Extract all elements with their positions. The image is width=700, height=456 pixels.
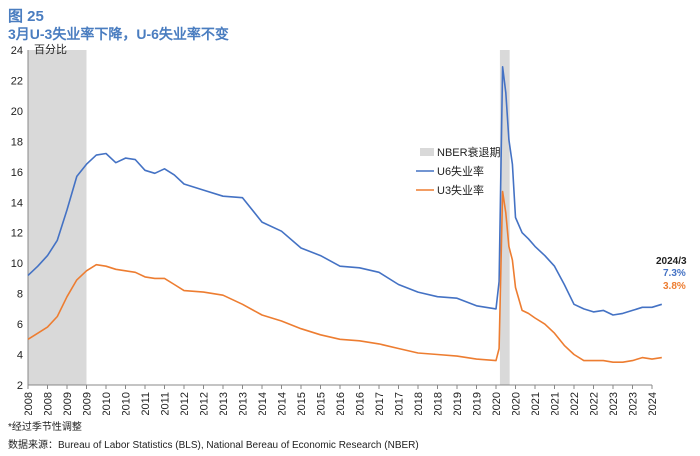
- figure-title: 3月U-3失业率下降，U-6失业率不变: [8, 26, 229, 42]
- x-tick-label: 2021: [530, 392, 542, 415]
- x-tick-label: 2012: [199, 392, 211, 415]
- series-layer: [27, 66, 663, 364]
- x-tick-label: 2017: [394, 392, 406, 415]
- x-tick-label: 2011: [140, 392, 152, 415]
- x-tick-label: 2013: [218, 392, 230, 415]
- x-tick-label: 2014: [277, 392, 289, 415]
- x-tick-label: 2011: [160, 392, 172, 415]
- recession-band-1: [499, 50, 510, 385]
- footnote: *经过季节性调整: [8, 422, 82, 433]
- y-tick-label: 4: [17, 350, 23, 362]
- x-tick-label: 2016: [355, 392, 367, 415]
- legend-swatch-recession: [420, 148, 434, 156]
- x-tick-label: 2022: [569, 392, 581, 415]
- annotation-date: 2024/3: [656, 256, 687, 267]
- y-tick-label: 2: [17, 380, 23, 392]
- x-tick-label: 2019: [472, 392, 484, 415]
- x-tick-label: 2020: [491, 392, 503, 415]
- annotation-u6-value: 7.3%: [663, 268, 686, 279]
- recession-band-0: [28, 50, 87, 385]
- annotation-u3-value: 3.8%: [663, 281, 686, 292]
- x-tick-label: 2020: [511, 392, 523, 415]
- x-tick-label: 2017: [374, 392, 386, 415]
- x-tick-label: 2019: [452, 392, 464, 415]
- x-tick-label: 2013: [238, 392, 250, 415]
- y-tick-label: 16: [11, 167, 23, 179]
- legend-label-u6: U6失业率: [437, 164, 484, 178]
- x-tick-label: 2015: [296, 392, 308, 415]
- x-tick-label: 2023: [608, 392, 620, 415]
- x-tick-label: 2009: [82, 392, 94, 415]
- series-line-u6: [27, 66, 663, 316]
- y-tick-label: 10: [11, 258, 23, 270]
- legend-label-recession: NBER衰退期: [437, 145, 501, 159]
- y-axis-label: 百分比: [34, 43, 67, 56]
- source-note: 数据来源：Bureau of Labor Statistics (BLS), N…: [8, 440, 419, 451]
- x-tick-label: 2022: [589, 392, 601, 415]
- y-tick-label: 6: [17, 319, 23, 331]
- x-tick-label: 2018: [433, 392, 445, 415]
- x-tick-label: 2008: [43, 392, 55, 415]
- y-tick-label: 18: [11, 136, 23, 148]
- x-tick-label: 2010: [101, 392, 113, 415]
- x-tick-label: 2014: [257, 392, 269, 415]
- legend: NBER衰退期 U6失业率 U3失业率: [416, 145, 501, 197]
- y-tick-label: 22: [11, 75, 23, 87]
- x-tick-label: 2024: [647, 392, 659, 415]
- x-tick-label: 2010: [121, 392, 133, 415]
- figure-number: 图 25: [8, 8, 44, 25]
- x-tick-label: 2015: [316, 392, 328, 415]
- x-tick-label: 2023: [628, 392, 640, 415]
- y-tick-label: 14: [11, 197, 23, 209]
- x-tick-label: 2021: [550, 392, 562, 415]
- axes-layer: [27, 50, 653, 389]
- y-tick-label: 24: [11, 45, 23, 57]
- recession-shading-layer: [28, 50, 510, 385]
- y-tick-label: 20: [11, 106, 23, 118]
- x-tick-label: 2016: [335, 392, 347, 415]
- x-tick-label: 2018: [413, 392, 425, 415]
- x-tick-label: 2012: [179, 392, 191, 415]
- x-tick-label: 2009: [62, 392, 74, 415]
- y-tick-label: 12: [11, 228, 23, 240]
- y-tick-label: 8: [17, 289, 23, 301]
- legend-label-u3: U3失业率: [437, 183, 484, 197]
- x-tick-label: 2008: [23, 392, 35, 415]
- series-line-u3: [27, 190, 662, 364]
